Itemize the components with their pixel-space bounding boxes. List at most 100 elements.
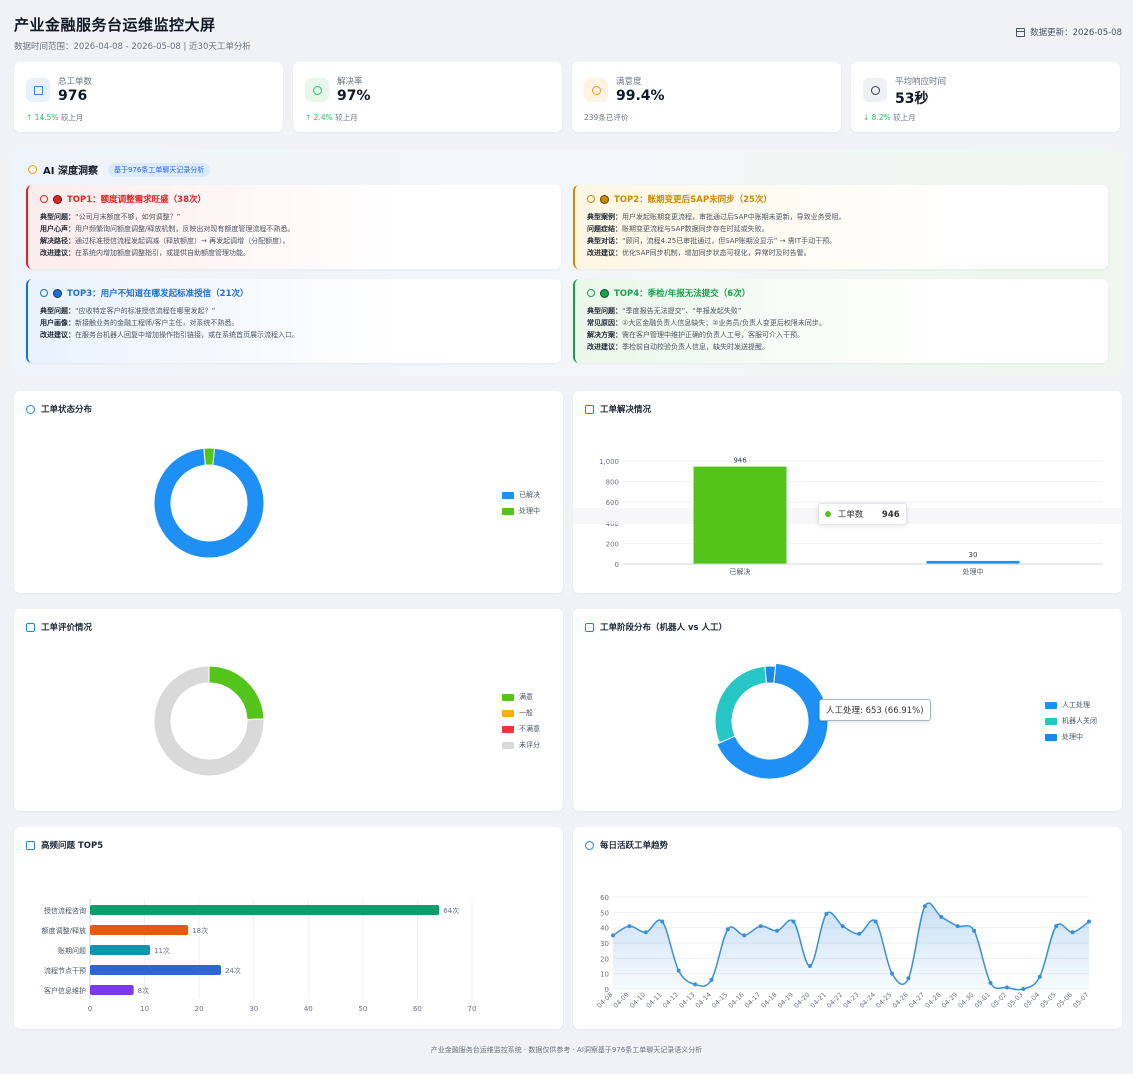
stage-panel: 工单阶段分布（机器人 vs 人工） 人工处理: 653 (66.91%) 人工处… — [573, 609, 1122, 811]
ai-card-title-text: TOP3：用户不知道在哪发起标准授信（21次） — [67, 289, 249, 299]
kpi-trend: ↑ 14.5% — [26, 113, 59, 122]
bar-value-label: 24次 — [225, 966, 241, 975]
ai-card-line: 改进建议：在系统内增加额度调整指引，或提供自助额度管理功能。 — [40, 247, 551, 259]
trend-point[interactable] — [1004, 985, 1009, 990]
kpi-label: 解决率 — [337, 77, 363, 87]
alert-icon — [40, 195, 48, 203]
trend-point[interactable] — [890, 971, 895, 976]
trend-point[interactable] — [824, 911, 829, 916]
rating-panel-title: 工单评价情况 — [26, 621, 92, 633]
stage-tooltip: 人工处理: 653 (66.91%) — [819, 699, 931, 721]
legend-item[interactable]: 不满意 — [502, 721, 540, 737]
trend-point[interactable] — [660, 919, 665, 924]
x-tick-label: 04-22 — [825, 991, 844, 1010]
trend-point[interactable] — [758, 924, 763, 929]
legend-item[interactable]: 处理中 — [1045, 729, 1097, 745]
trend-point[interactable] — [988, 980, 993, 985]
kpi-value: 99.4% — [616, 88, 665, 104]
y-tick-label: 60 — [600, 894, 609, 902]
trend-point[interactable] — [627, 924, 632, 929]
ai-line-value: “应收特定客户的标准授信流程在哪里发起？” — [75, 307, 216, 315]
trend-point[interactable] — [1021, 987, 1026, 991]
trend-point[interactable] — [643, 930, 648, 935]
trend-point[interactable] — [693, 982, 698, 987]
legend-swatch — [502, 507, 514, 515]
bar[interactable] — [90, 905, 440, 915]
kpi-trend: ↑ 2.4% — [305, 113, 333, 122]
bar[interactable] — [90, 945, 151, 955]
y-tick-label: 50 — [600, 909, 609, 917]
trend-point[interactable] — [775, 928, 780, 933]
rating-panel: 工单评价情况 满意 一般 不满意未评分 — [14, 609, 563, 811]
x-category-label: 处理中 — [963, 567, 984, 576]
x-tick-label: 05-03 — [1006, 991, 1025, 1010]
x-tick-label: 04-25 — [874, 991, 893, 1010]
document-icon — [26, 78, 50, 102]
top5-title-text: 高频问题 TOP5 — [41, 841, 104, 851]
trend-point[interactable] — [906, 976, 911, 981]
legend-item[interactable]: 处理中 — [502, 503, 540, 519]
trend-point[interactable] — [840, 924, 845, 929]
legend-item[interactable]: 一般 — [502, 705, 540, 721]
ai-card-line: 问题症结：账期变更流程与SAP数据同步存在时延或失败。 — [587, 223, 1098, 235]
activity-icon — [585, 840, 594, 850]
legend-item[interactable]: 满意 — [502, 689, 540, 705]
x-tick-label: 04-12 — [661, 991, 680, 1010]
trend-point[interactable] — [972, 928, 977, 933]
trend-point[interactable] — [725, 927, 730, 932]
kpi-label: 平均响应时间 — [895, 77, 947, 87]
donut-slice[interactable] — [714, 665, 768, 744]
trend-point[interactable] — [939, 914, 944, 919]
donut-slice[interactable] — [764, 665, 777, 684]
kpi-card: 平均响应时间 53秒 ↓ 8.2% 较上月 — [851, 62, 1120, 132]
trend-point[interactable] — [1087, 919, 1091, 924]
trend-point[interactable] — [807, 964, 812, 968]
kpi-trend-suffix: 239条已评价 — [584, 113, 629, 122]
legend-item[interactable]: 已解决 — [502, 487, 540, 503]
kpi-footnote: ↓ 8.2% 较上月 — [863, 112, 916, 123]
trend-point[interactable] — [709, 977, 714, 982]
ai-card-line: 典型对话：“顾问，流程4.25已审批通过，但SAP账期没显示” → 需IT手动干… — [587, 235, 1098, 247]
trend-point[interactable] — [791, 919, 796, 924]
legend-item[interactable]: 未评分 — [502, 737, 540, 753]
trend-point[interactable] — [1054, 924, 1059, 929]
bar[interactable] — [693, 466, 787, 564]
kpi-card: 解决率 97% ↑ 2.4% 较上月 — [293, 62, 562, 132]
x-tick-label: 04-11 — [645, 991, 664, 1010]
trend-point[interactable] — [1070, 930, 1075, 935]
alert-icon — [40, 289, 48, 297]
ai-card-title-text: TOP4：季检/年报无法提交（6次） — [614, 289, 751, 299]
ai-card-title: TOP3：用户不知道在哪发起标准授信（21次） — [40, 287, 551, 299]
legend-item[interactable]: 机器人关闭 — [1045, 713, 1097, 729]
trend-point[interactable] — [676, 968, 681, 973]
x-tick-label: 04-27 — [907, 991, 926, 1010]
resolve-title-text: 工单解决情况 — [600, 405, 652, 415]
legend-item[interactable]: 人工处理 — [1045, 697, 1097, 713]
donut-slice[interactable] — [153, 665, 265, 777]
bar[interactable] — [90, 985, 134, 995]
trend-point[interactable] — [611, 933, 615, 938]
x-tick-label: 60 — [413, 1005, 422, 1013]
ai-line-key: 改进建议： — [40, 331, 75, 339]
trend-area — [613, 903, 1089, 990]
x-tick-label: 04-30 — [957, 991, 976, 1010]
trend-point[interactable] — [873, 919, 878, 924]
donut-slice[interactable] — [203, 447, 216, 466]
trend-point[interactable] — [1037, 974, 1042, 979]
x-tick-label: 04-19 — [776, 991, 795, 1010]
bar[interactable] — [90, 965, 221, 975]
trend-point[interactable] — [857, 931, 862, 936]
kpi-footnote: ↑ 14.5% 较上月 — [26, 112, 83, 123]
donut-slice[interactable] — [208, 665, 265, 721]
bar[interactable] — [926, 560, 1020, 564]
donut-slice[interactable] — [153, 447, 265, 559]
ai-line-key: 典型对话： — [587, 237, 622, 245]
stage-title-text: 工单阶段分布（机器人 vs 人工） — [600, 623, 728, 633]
trend-point[interactable] — [955, 924, 960, 929]
bar[interactable] — [90, 925, 189, 935]
x-tick-label: 04-18 — [760, 991, 779, 1010]
trend-point[interactable] — [922, 904, 927, 909]
legend-label: 未评分 — [519, 741, 540, 749]
top5-panel: 高频问题 TOP5 0 10 20 30 40 50 60 70 授信流程咨询 64次 额度调整/释… — [14, 827, 563, 1029]
trend-point[interactable] — [742, 933, 747, 938]
